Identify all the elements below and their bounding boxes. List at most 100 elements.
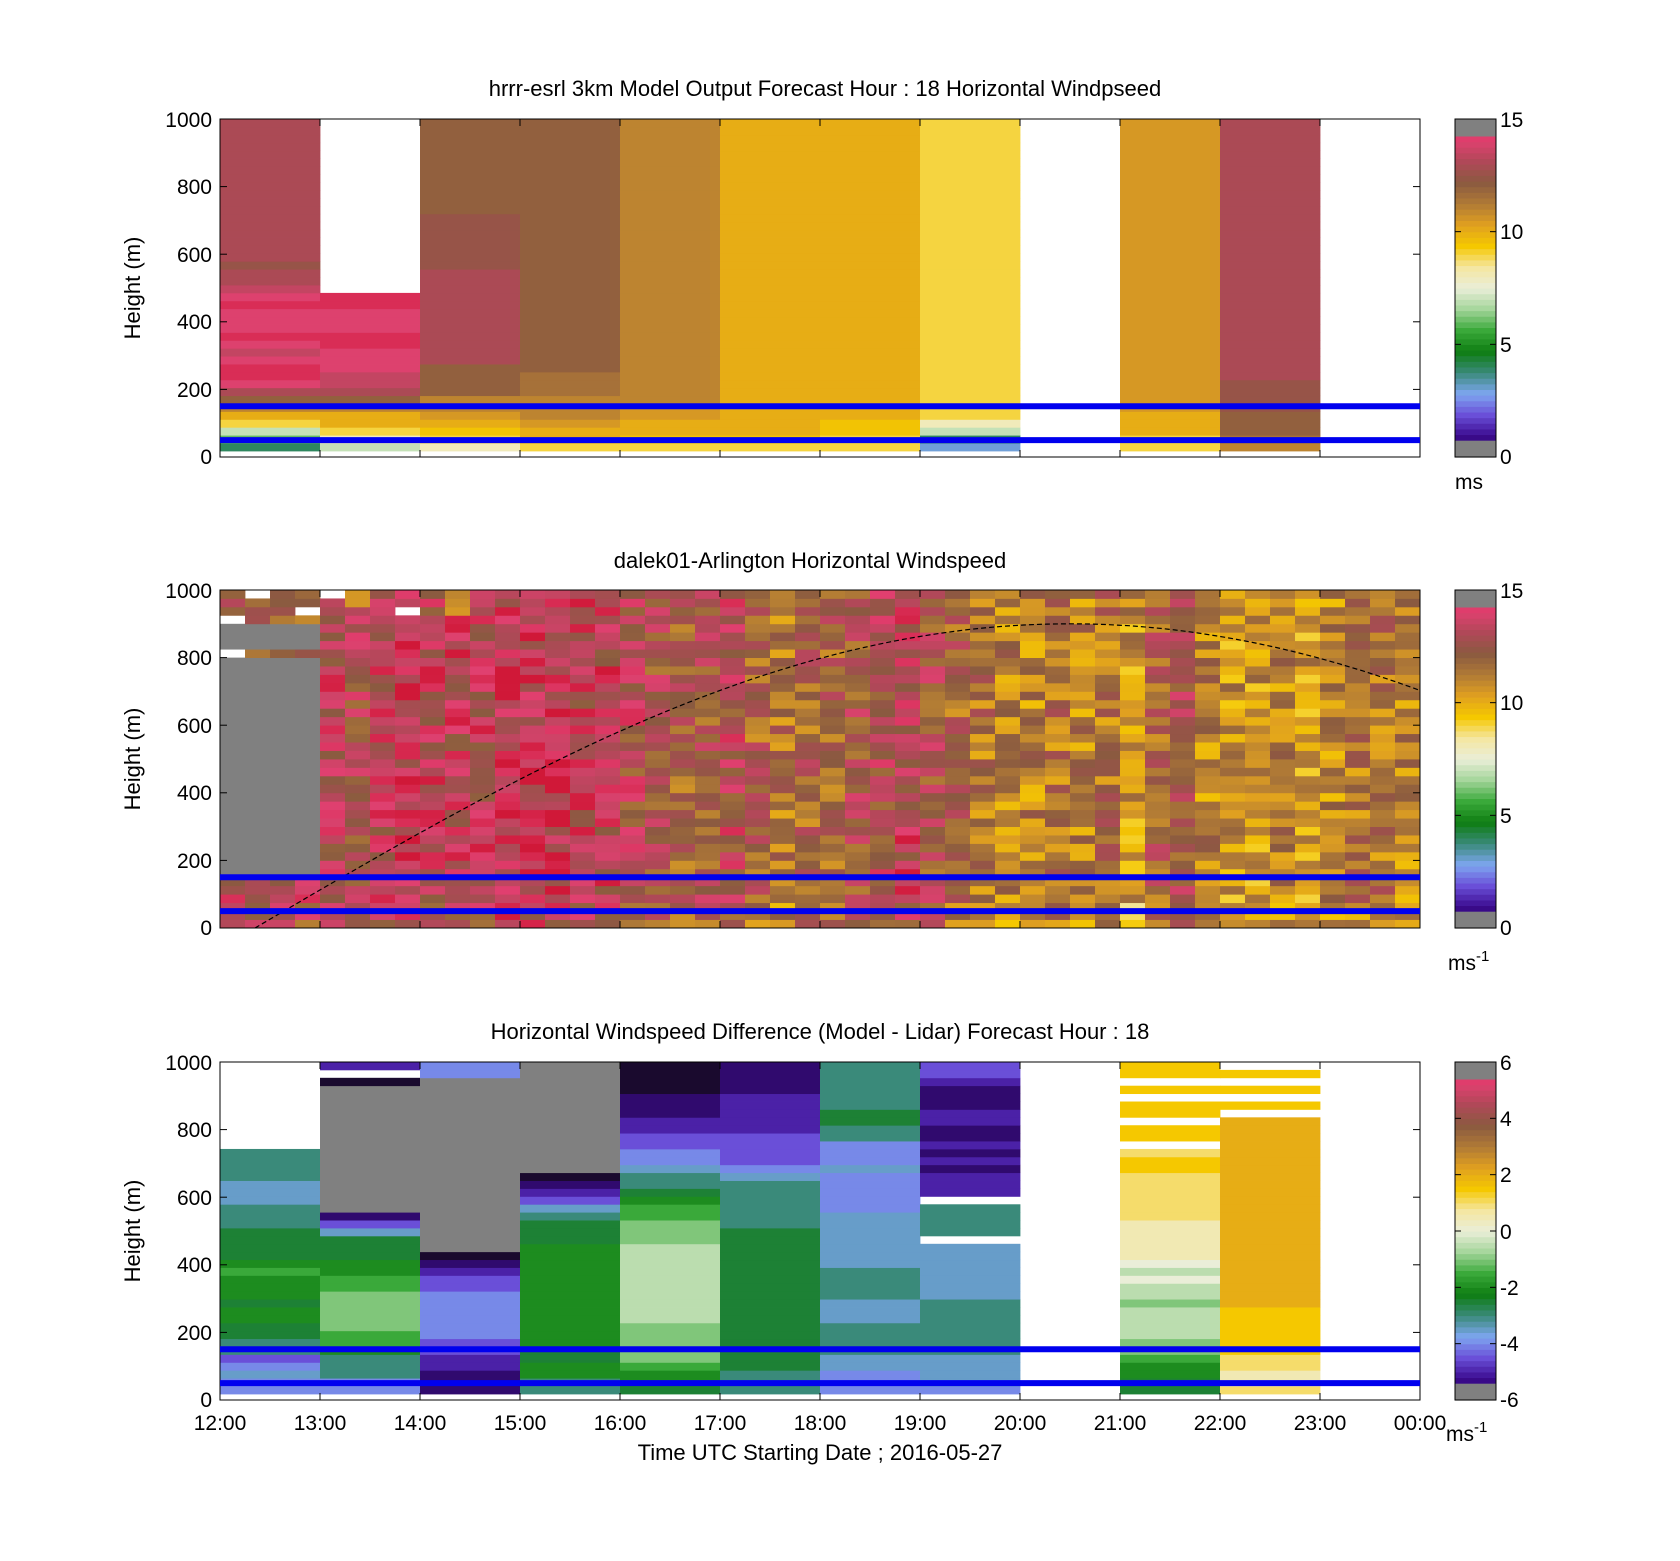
heatmap-cell [645,851,671,861]
heatmap-cell [245,598,271,608]
heatmap-cell [620,1180,721,1189]
heatmap-cell [395,691,421,701]
heatmap-cell [970,767,996,777]
colorbar-segment [1455,899,1496,907]
heatmap-cell [670,674,696,684]
heatmap-cell [720,623,746,633]
heatmap-cell [320,364,421,373]
heatmap-cell [1320,632,1346,642]
heatmap-cell [1320,818,1346,827]
heatmap-cell [220,253,321,262]
heatmap-cell [345,826,371,836]
heatmap-cell [1320,691,1346,701]
heatmap-cell [1220,843,1246,853]
heatmap-cell [420,725,446,735]
heatmap-cell [1120,1220,1221,1229]
heatmap-cell [445,767,471,777]
heatmap-cell [1120,877,1146,887]
heatmap-cell [670,716,696,726]
heatmap-cell [870,725,896,735]
heatmap-cell [445,818,471,827]
heatmap-cell [1245,725,1271,735]
heatmap-cell [820,868,846,878]
heatmap-cell [870,606,896,616]
heatmap-cell [945,742,971,751]
heatmap-cell [1020,902,1046,912]
heatmap-cell [820,292,921,302]
y-tick-label: 200 [177,1322,212,1345]
heatmap-cell [320,1062,421,1071]
heatmap-cell [495,767,521,777]
heatmap-cell [295,699,321,709]
heatmap-cell [320,1180,421,1189]
heatmap-cell [720,885,746,895]
heatmap-cell [845,606,871,616]
heatmap-cell [1345,733,1371,743]
heatmap-cell [270,708,296,718]
heatmap-cell [420,1362,521,1371]
heatmap-cell [220,158,321,167]
heatmap-cell [595,666,621,675]
heatmap-cell [1245,826,1271,836]
heatmap-cell [695,657,721,667]
heatmap-cell [1270,767,1296,777]
colorbar-segment [1455,1236,1496,1243]
heatmap-cell [345,598,371,608]
heatmap-cell [295,792,321,802]
heatmap-cell [1070,851,1096,861]
heatmap-cell [720,1212,821,1221]
heatmap-cell [1145,902,1171,912]
heatmap-cell [420,190,521,199]
heatmap-cell [820,356,921,365]
heatmap-cell [820,213,921,223]
heatmap-cell [345,623,371,633]
heatmap-cell [1270,860,1296,870]
heatmap-cell [1295,716,1321,726]
heatmap-cell [320,1307,421,1316]
heatmap-cell [1220,292,1321,302]
heatmap-cell [495,632,521,642]
heatmap-cell [920,292,1021,302]
colorbar-tick-label: 15 [1500,580,1523,603]
heatmap-cell [1145,666,1171,675]
heatmap-cell [1145,835,1171,844]
heatmap-cell [1220,316,1321,325]
heatmap-cell [1320,682,1346,692]
heatmap-cell [395,742,421,751]
heatmap-cell [220,691,246,701]
heatmap-cell [220,784,246,794]
heatmap-cell [695,911,721,920]
heatmap-cell [1045,750,1071,760]
heatmap-cell [570,809,596,819]
heatmap-cell [720,324,821,333]
colorbar-segment [1455,366,1496,374]
heatmap-cell [1370,775,1396,785]
heatmap-cell [870,716,896,726]
heatmap-cell [1220,245,1321,254]
heatmap-cell [870,911,896,920]
heatmap-cell [245,851,271,861]
heatmap-cell [1220,190,1321,199]
heatmap-cell [720,860,746,870]
heatmap-cell [495,615,521,625]
heatmap-cell [1220,615,1246,625]
heatmap-cell [1220,237,1321,246]
colorbar-segment [1455,1129,1496,1136]
heatmap-cell [1220,868,1246,878]
colorbar-segment [1455,417,1496,424]
heatmap-cell [270,843,296,853]
heatmap-cell [445,911,471,920]
heatmap-cell [245,666,271,675]
heatmap-cell [420,1141,521,1150]
heatmap-cell [620,1148,721,1158]
heatmap-cell [770,682,796,692]
heatmap-cell [1070,775,1096,785]
heatmap-cell [520,300,621,310]
heatmap-cell [545,759,571,768]
heatmap-cell [820,1307,921,1316]
heatmap-cell [520,119,621,128]
heatmap-cell [720,1291,821,1300]
colorbar-segment [1455,1242,1496,1249]
heatmap-cell [770,750,796,760]
heatmap-cell [820,801,846,811]
